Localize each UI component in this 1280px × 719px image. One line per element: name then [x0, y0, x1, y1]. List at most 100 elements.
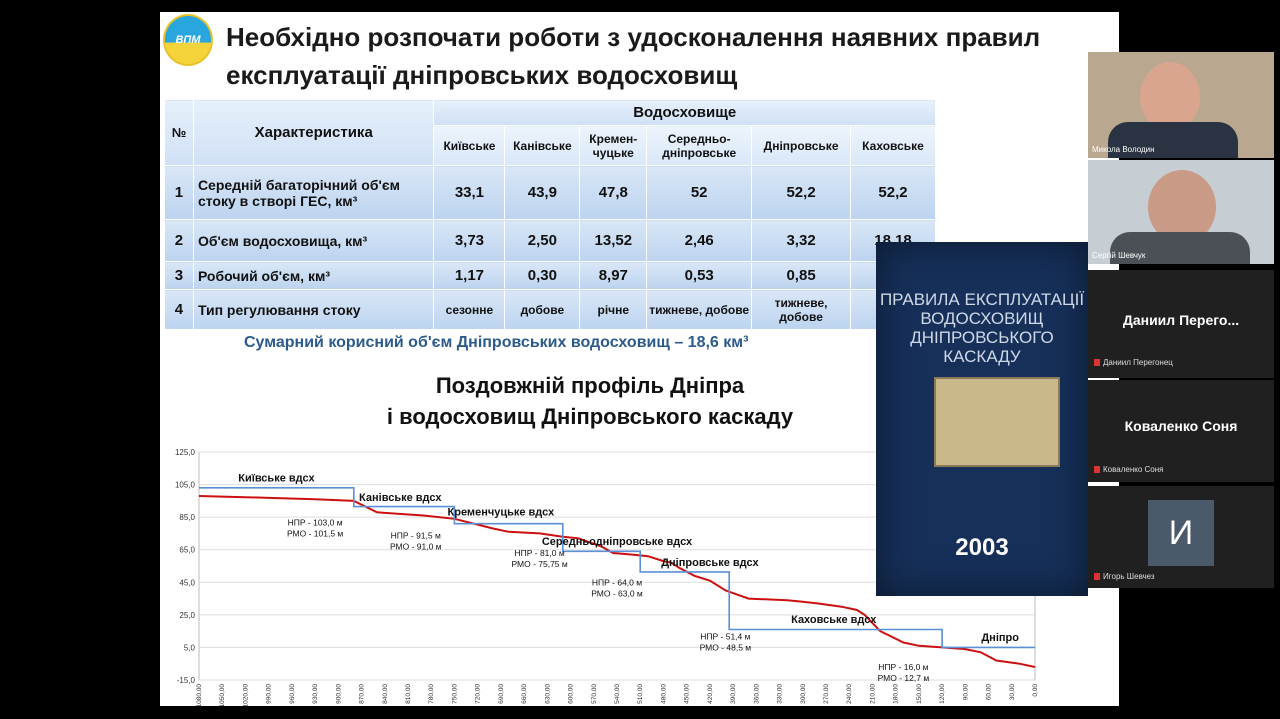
- row-num: 4: [164, 289, 194, 330]
- participant-tile[interactable]: Даниил Перего... Даниил Перегонец: [1088, 270, 1274, 378]
- muted-mic-icon: [1094, 573, 1100, 580]
- participant-name: Сергій Шевчук: [1092, 251, 1146, 260]
- row-num: 1: [164, 165, 194, 220]
- x-tick-label: 1080,00: [196, 684, 203, 706]
- x-tick-label: 630,00: [544, 684, 551, 704]
- x-tick-label: 300,00: [800, 684, 807, 704]
- row-value: 52,2: [850, 165, 936, 220]
- summary-text: Сумарний корисний об'єм Дніпровських вод…: [244, 334, 749, 351]
- rmo-label: РМО - 91,0 м: [390, 541, 442, 551]
- x-tick-label: 540,00: [614, 684, 621, 704]
- x-tick-label: 30,00: [1009, 684, 1016, 701]
- npr-label: НПР - 103,0 м: [288, 517, 343, 527]
- x-tick-label: 90,00: [962, 684, 969, 701]
- x-tick-label: 750,00: [451, 684, 458, 704]
- x-tick-label: 480,00: [660, 684, 667, 704]
- x-tick-label: 210,00: [869, 684, 876, 704]
- x-tick-label: 0,00: [1032, 684, 1039, 697]
- x-tick-label: 450,00: [684, 684, 691, 704]
- person-body: [1108, 122, 1238, 158]
- x-tick-label: 180,00: [893, 684, 900, 704]
- row-value: 0,30: [504, 261, 581, 290]
- participant-video-tile[interactable]: Сергій Шевчук: [1088, 160, 1274, 264]
- muted-mic-icon: [1094, 466, 1100, 473]
- col-num-header: №: [164, 99, 194, 166]
- row-value: сезонне: [433, 289, 506, 330]
- chart-title-line: Поздовжній профіль Дніпра: [435, 373, 745, 398]
- reservoir-header: Київське: [433, 125, 506, 166]
- x-tick-label: 720,00: [475, 684, 482, 704]
- reservoir-table: № Характеристика Водосховище Київське Ка…: [164, 99, 936, 330]
- x-tick-label: 270,00: [823, 684, 830, 704]
- participant-display-name: Даниил Перего...: [1122, 312, 1240, 328]
- muted-mic-icon: [1094, 359, 1100, 366]
- reservoir-header: Середньо-дніпровське: [646, 125, 753, 166]
- rmo-label: РМО - 63,0 м: [591, 589, 643, 599]
- col-group-header: Водосховище: [433, 99, 936, 126]
- table-row: 4 Тип регулювання стоку сезонне добове р…: [164, 289, 936, 330]
- y-tick-label: 105,0: [175, 481, 196, 490]
- x-tick-label: 420,00: [707, 684, 714, 704]
- row-num: 3: [164, 261, 194, 290]
- y-tick-label: 65,0: [179, 546, 195, 555]
- participant-sub-name: Даниил Перегонец: [1094, 358, 1173, 367]
- chart-title-line: і водосховищ Дніпровського каскаду: [386, 404, 794, 429]
- reservoir-label: Каховське вдсх: [791, 614, 877, 626]
- book-cover: ПРАВИЛА ЕКСПЛУАТАЦІЇ ВОДОСХОВИЩ ДНІПРОВС…: [876, 242, 1088, 596]
- reservoir-label: Київське вдсх: [238, 472, 315, 484]
- row-label: Робочий об'єм, км³: [192, 261, 435, 290]
- participant-avatar: И: [1148, 500, 1214, 566]
- x-tick-label: 60,00: [986, 684, 993, 701]
- x-tick-label: 390,00: [730, 684, 737, 704]
- table-row: 2 Об'єм водосховища, км³ 3,73 2,50 13,52…: [164, 219, 936, 262]
- row-value: 2,50: [504, 219, 581, 262]
- reservoir-header: Дніпровське: [751, 125, 852, 166]
- npr-label: НПР - 51,4 м: [700, 631, 750, 641]
- npr-label: НПР - 81,0 м: [514, 548, 564, 558]
- person-face: [1148, 170, 1216, 244]
- chart-title: Поздовжній профіль Дніпра і водосховищ Д…: [310, 370, 870, 432]
- participant-video-tile[interactable]: Микола Володин: [1088, 52, 1274, 158]
- x-tick-label: 900,00: [335, 684, 342, 704]
- y-tick-label: 45,0: [179, 578, 195, 587]
- slide-title: Необхідно розпочати роботи з удосконален…: [226, 22, 1041, 90]
- reservoir-level-line: [199, 487, 1035, 649]
- row-value: 52: [646, 165, 753, 220]
- x-tick-label: 330,00: [777, 684, 784, 704]
- row-value: 2,46: [646, 219, 753, 262]
- row-label: Тип регулювання стоку: [192, 289, 435, 330]
- x-tick-label: 570,00: [591, 684, 598, 704]
- x-tick-label: 990,00: [266, 684, 273, 704]
- person-face: [1140, 62, 1200, 132]
- x-tick-label: 810,00: [405, 684, 412, 704]
- rmo-label: РМО - 101,5 м: [287, 528, 343, 538]
- participant-display-name: Коваленко Соня: [1124, 418, 1238, 434]
- participant-tile[interactable]: Коваленко Соня Коваленко Соня: [1088, 380, 1274, 482]
- book-year: 2003: [955, 534, 1009, 561]
- reservoir-header: Кремен-чуцьке: [579, 125, 648, 166]
- row-value: 8,97: [579, 261, 648, 290]
- reservoir-label: Середньодніпровське вдсх: [542, 536, 693, 548]
- x-tick-label: 690,00: [498, 684, 505, 704]
- row-num: 2: [164, 219, 194, 262]
- logo-text: ВПМ: [175, 34, 201, 46]
- x-tick-label: 510,00: [637, 684, 644, 704]
- x-tick-label: 780,00: [428, 684, 435, 704]
- participant-name: Даниил Перегонец: [1103, 358, 1173, 367]
- reservoir-header: Каховське: [850, 125, 936, 166]
- participant-name: Микола Володин: [1092, 145, 1155, 154]
- x-tick-label: 600,00: [568, 684, 575, 704]
- x-tick-label: 1050,00: [219, 684, 226, 706]
- y-tick-label: 125,0: [175, 448, 196, 457]
- row-value: 52,2: [751, 165, 852, 220]
- reservoir-label: Кременчуцьке вдсх: [448, 507, 556, 519]
- y-tick-label: 5,0: [184, 643, 196, 652]
- person-body: [1110, 232, 1250, 264]
- row-value: тижневе, добове: [751, 289, 852, 330]
- reservoir-header: Канівське: [504, 125, 581, 166]
- participant-name: Коваленко Соня: [1103, 465, 1164, 474]
- x-tick-label: 150,00: [916, 684, 923, 704]
- row-label: Об'єм водосховища, км³: [192, 219, 435, 262]
- rmo-label: РМО - 75,75 м: [511, 559, 567, 569]
- x-tick-label: 1020,00: [242, 684, 249, 706]
